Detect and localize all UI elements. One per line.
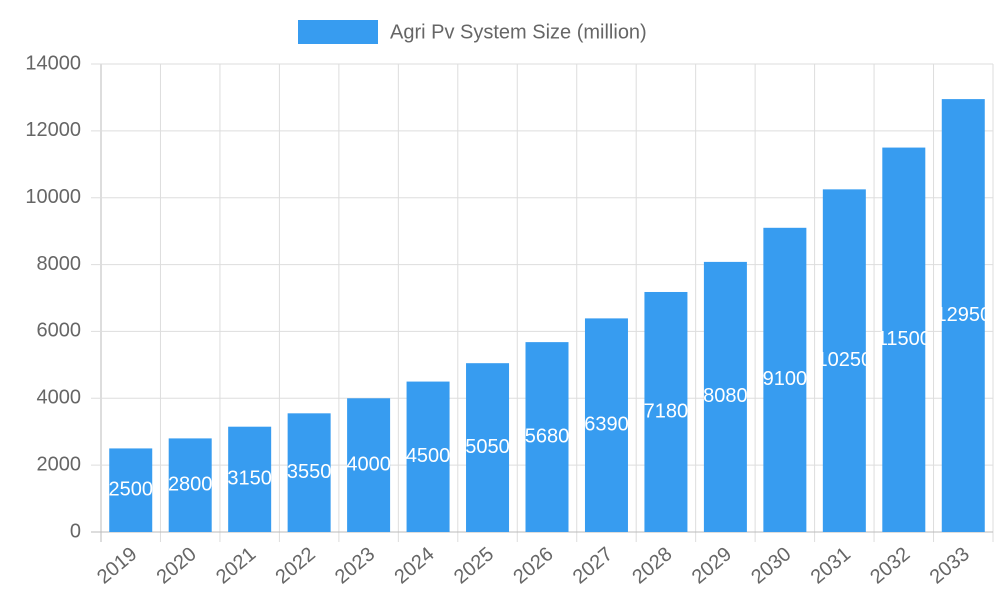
x-tick-label: 2033 [926,543,974,588]
bar [525,342,569,532]
y-tick-label: 4000 [37,387,82,409]
data-label: 6390 [584,413,629,435]
x-tick-label: 2032 [866,543,914,588]
x-tick-label: 2019 [93,543,141,588]
y-tick-label: 2000 [37,453,82,475]
bar [644,291,688,532]
x-tick-label: 2022 [272,543,320,588]
bar [109,448,153,532]
y-tick-label: 12000 [25,119,81,141]
data-label: 11500 [877,328,931,350]
bar [466,363,510,532]
data-label: 8080 [703,385,748,407]
bar [168,438,212,532]
legend-swatch [298,20,378,44]
bar [882,147,926,533]
x-tick-label: 2021 [212,543,260,588]
x-tick-label: 2030 [747,543,795,588]
x-tick-label: 2027 [569,543,617,588]
x-tick-label: 2023 [331,543,379,588]
bar [941,99,985,532]
data-label: 10250 [817,349,873,371]
x-tick-label: 2025 [450,543,498,588]
x-tick-label: 2028 [628,543,676,588]
data-label: 3150 [227,468,272,490]
x-tick-label: 2029 [688,543,736,588]
bar [406,381,450,532]
data-label: 12950 [935,304,991,326]
x-tick-label: 2031 [807,543,855,588]
bar [584,318,628,532]
y-tick-label: 0 [70,520,81,542]
bar [822,189,866,532]
bar [347,398,391,532]
data-label: 7180 [644,400,689,422]
data-label: 3550 [287,461,332,483]
y-tick-label: 14000 [25,52,81,74]
bar [763,227,807,533]
y-tick-label: 8000 [37,253,82,275]
data-label: 2500 [108,478,153,500]
data-label: 9100 [763,368,808,390]
x-tick-label: 2020 [153,543,201,588]
x-tick-label: 2024 [390,543,438,588]
data-label: 2800 [168,473,213,495]
bar [228,426,272,532]
data-label: 4500 [406,445,451,467]
bar [287,413,331,532]
data-label: 5050 [465,436,510,458]
data-label: 4000 [346,453,391,475]
y-tick-label: 6000 [37,320,82,342]
data-label: 5680 [525,425,570,447]
x-tick-label: 2026 [509,543,557,588]
bar [703,261,747,532]
legend-label: Agri Pv System Size (million) [390,21,647,43]
y-tick-label: 10000 [25,186,81,208]
